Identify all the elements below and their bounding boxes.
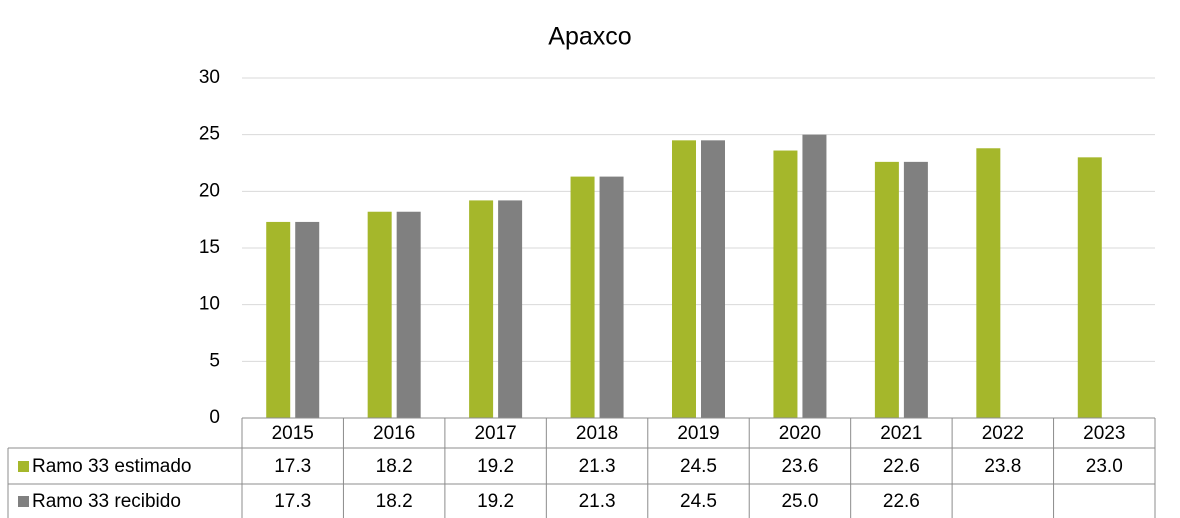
x-tick-label: 2019 [677,423,719,444]
table-value: 25.0 [781,491,818,512]
bar [701,140,725,419]
table-value: 21.3 [579,456,616,477]
table-value: 22.6 [883,491,920,512]
x-tick-label: 2020 [779,423,821,444]
bar [903,161,928,418]
table-value: 18.2 [376,491,413,512]
table-value: 17.3 [274,491,311,512]
bar [874,161,899,418]
chart-title: Apaxco [548,23,631,51]
table-value: 22.6 [883,456,920,477]
table-value: 24.5 [680,456,717,477]
y-tick-label: 30 [199,67,220,88]
bar [367,211,392,418]
legend-label: Ramo 33 estimado [32,456,191,477]
y-tick-label: 0 [209,407,220,428]
y-tick-label: 15 [199,237,220,258]
table-value: 23.0 [1086,456,1123,477]
x-tick-label: 2017 [474,423,516,444]
table-value: 19.2 [477,456,514,477]
table-value: 23.8 [984,456,1021,477]
legend-label: Ramo 33 recibido [32,491,181,512]
x-tick-label: 2023 [1083,423,1125,444]
y-tick-label: 5 [209,350,220,371]
bar [396,211,421,418]
y-tick-label: 10 [199,294,220,315]
table-value: 17.3 [274,456,311,477]
table-value: 18.2 [376,456,413,477]
table-value: 24.5 [680,491,717,512]
table-value: 19.2 [477,491,514,512]
table-value: 21.3 [579,491,616,512]
bar [266,221,291,418]
legend-swatch [18,461,29,472]
bar [469,200,494,418]
y-tick-label: 20 [199,180,220,201]
x-tick-label: 2015 [272,423,314,444]
table-value: 23.6 [781,456,818,477]
bar [976,148,1001,418]
bar [498,200,523,418]
x-tick-label: 2016 [373,423,415,444]
bar [599,176,624,418]
bar [672,140,696,419]
bar [802,134,827,418]
bar [1077,157,1102,419]
bar [570,176,595,418]
y-tick-label: 25 [199,124,220,145]
x-tick-label: 2021 [880,423,922,444]
x-tick-label: 2018 [576,423,618,444]
legend-swatch [18,496,29,507]
bar [295,221,320,418]
bar [773,150,798,419]
x-tick-label: 2022 [982,423,1024,444]
